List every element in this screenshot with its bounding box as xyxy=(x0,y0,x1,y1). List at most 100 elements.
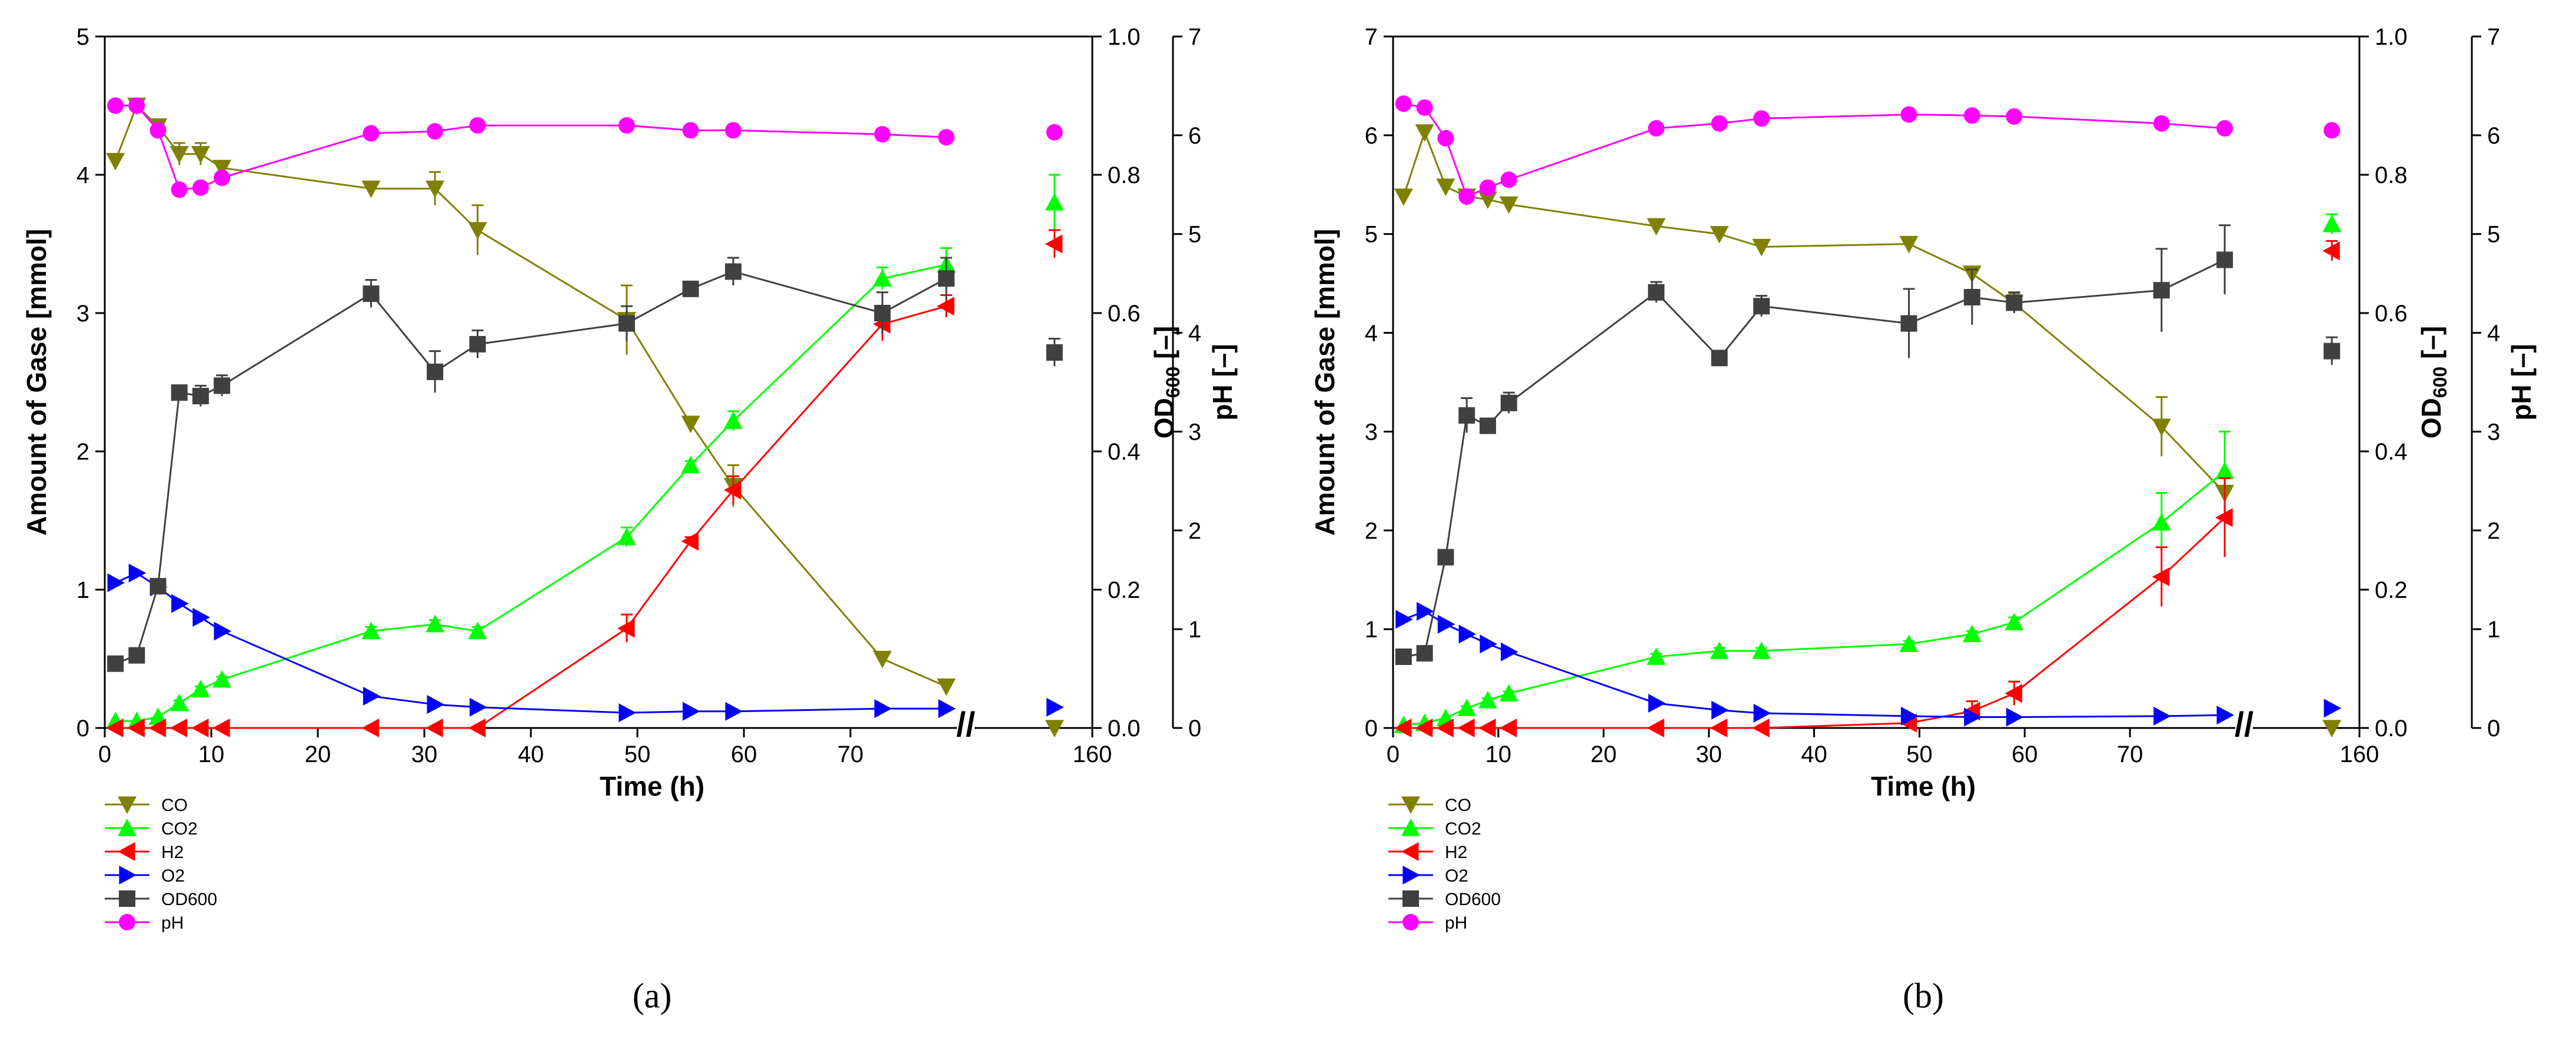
data-point-o2 xyxy=(1437,614,1455,634)
data-point-ph xyxy=(171,181,188,198)
data-point-od600 xyxy=(1900,315,1917,332)
panel-label: (b) xyxy=(1903,976,1944,1015)
data-point-h2 xyxy=(2152,567,2170,587)
y-tick-label-ph: 3 xyxy=(2487,419,2500,445)
legend-marker-co2 xyxy=(118,819,137,836)
data-point-co2 xyxy=(681,455,700,474)
data-point-co xyxy=(1415,124,1434,142)
data-point-co xyxy=(1436,178,1455,197)
panel-label: (a) xyxy=(633,976,672,1015)
legend-label-o2: O2 xyxy=(1445,866,1468,886)
data-point-co xyxy=(1478,191,1497,209)
y-tick-label-od: 0.0 xyxy=(1108,716,1141,742)
y-tick-label-left: 7 xyxy=(1365,24,1378,50)
data-point-o2 xyxy=(469,697,487,717)
data-point-ph xyxy=(363,125,380,142)
data-point-od600 xyxy=(618,315,635,332)
data-point-od600 xyxy=(1458,407,1475,424)
x-tick-label: 70 xyxy=(2117,742,2143,767)
x-tick-label: 70 xyxy=(837,742,864,767)
data-point-h2 xyxy=(2322,241,2340,261)
series-od600 xyxy=(1395,224,2341,665)
y-axis-title-od: OD600 [–] xyxy=(1149,326,1184,438)
y-tick-label-od: 0.6 xyxy=(1108,301,1141,327)
y-tick-label-left: 1 xyxy=(77,577,89,603)
data-point-o2 xyxy=(1480,634,1497,654)
y-tick-label-left: 0 xyxy=(77,716,89,742)
data-point-ph xyxy=(1046,124,1063,141)
y-tick-label-od: 1.0 xyxy=(2375,24,2408,50)
data-point-co xyxy=(936,678,956,696)
data-point-h2 xyxy=(1647,719,1664,737)
data-point-od600 xyxy=(1437,548,1454,566)
data-point-h2 xyxy=(1394,719,1412,737)
series-od600 xyxy=(107,257,1063,672)
data-point-od600 xyxy=(874,305,891,321)
data-point-ph xyxy=(2153,115,2170,132)
legend-marker-o2 xyxy=(119,866,137,885)
data-point-ph xyxy=(938,129,955,146)
data-point-co2 xyxy=(617,527,636,546)
data-point-h2 xyxy=(1710,719,1728,737)
data-point-h2 xyxy=(361,719,380,737)
legend-label-ph: pH xyxy=(161,913,184,933)
x-tick-label: 40 xyxy=(1801,742,1827,767)
legend-marker-co xyxy=(118,796,137,814)
y-axis-title-ph: pH [–] xyxy=(2506,344,2537,420)
series-line-ph xyxy=(115,105,946,191)
data-point-ph xyxy=(1395,95,1412,112)
data-point-o2 xyxy=(1711,700,1729,720)
data-point-co2 xyxy=(1899,634,1919,652)
series-line-ph xyxy=(1403,102,2225,198)
data-point-co xyxy=(426,180,445,198)
data-point-od600 xyxy=(938,270,955,287)
data-point-od600 xyxy=(469,335,486,353)
data-point-o2 xyxy=(619,703,636,723)
data-point-h2 xyxy=(468,719,486,737)
data-point-co xyxy=(1045,720,1064,737)
data-point-od600 xyxy=(2216,251,2233,268)
legend: CO CO2 H2 O2 OD600 pH xyxy=(105,796,217,933)
legend-marker-ph xyxy=(1402,914,1419,930)
data-point-o2 xyxy=(1417,601,1434,621)
x-tick-label: 0 xyxy=(98,742,111,767)
data-point-o2 xyxy=(2324,699,2342,718)
legend-marker-h2 xyxy=(1401,842,1419,861)
data-point-h2 xyxy=(1457,719,1475,737)
legend-label-od600: OD600 xyxy=(161,890,217,909)
y-tick-label-ph: 5 xyxy=(2487,222,2500,248)
y-axis-title-od-main: OD xyxy=(2416,398,2447,438)
data-point-o2 xyxy=(938,699,956,719)
data-point-co2 xyxy=(1045,193,1064,211)
y-axis-title-od-unit: [–] xyxy=(2416,326,2447,367)
data-point-h2 xyxy=(617,619,635,638)
data-point-o2 xyxy=(427,695,445,714)
data-point-co xyxy=(873,650,892,669)
data-point-h2 xyxy=(426,719,443,737)
data-point-co xyxy=(212,159,232,178)
x-tick-label: 60 xyxy=(2012,742,2038,767)
data-point-od600 xyxy=(2006,294,2023,311)
x-tick-label: 50 xyxy=(624,742,651,767)
data-point-od600 xyxy=(107,655,124,672)
y-tick-label-ph: 2 xyxy=(1188,518,1201,544)
data-point-o2 xyxy=(107,573,125,593)
data-point-od600 xyxy=(427,363,444,380)
data-point-co xyxy=(681,415,700,433)
x-tick-label: 20 xyxy=(1591,742,1617,767)
data-point-h2 xyxy=(936,297,955,316)
series-o2 xyxy=(1395,601,2342,727)
y-tick-label-od: 0.4 xyxy=(1108,439,1141,465)
data-point-ph xyxy=(107,97,124,114)
data-point-od600 xyxy=(682,280,699,297)
y-tick-label-od: 0.6 xyxy=(2375,301,2408,327)
data-point-ph xyxy=(2324,122,2341,139)
data-point-ph xyxy=(1458,188,1475,205)
data-point-o2 xyxy=(1458,624,1477,644)
data-point-h2 xyxy=(681,531,699,551)
series-line-co2 xyxy=(1403,470,2226,726)
data-point-o2 xyxy=(874,699,892,719)
data-point-co2 xyxy=(1478,691,1497,709)
